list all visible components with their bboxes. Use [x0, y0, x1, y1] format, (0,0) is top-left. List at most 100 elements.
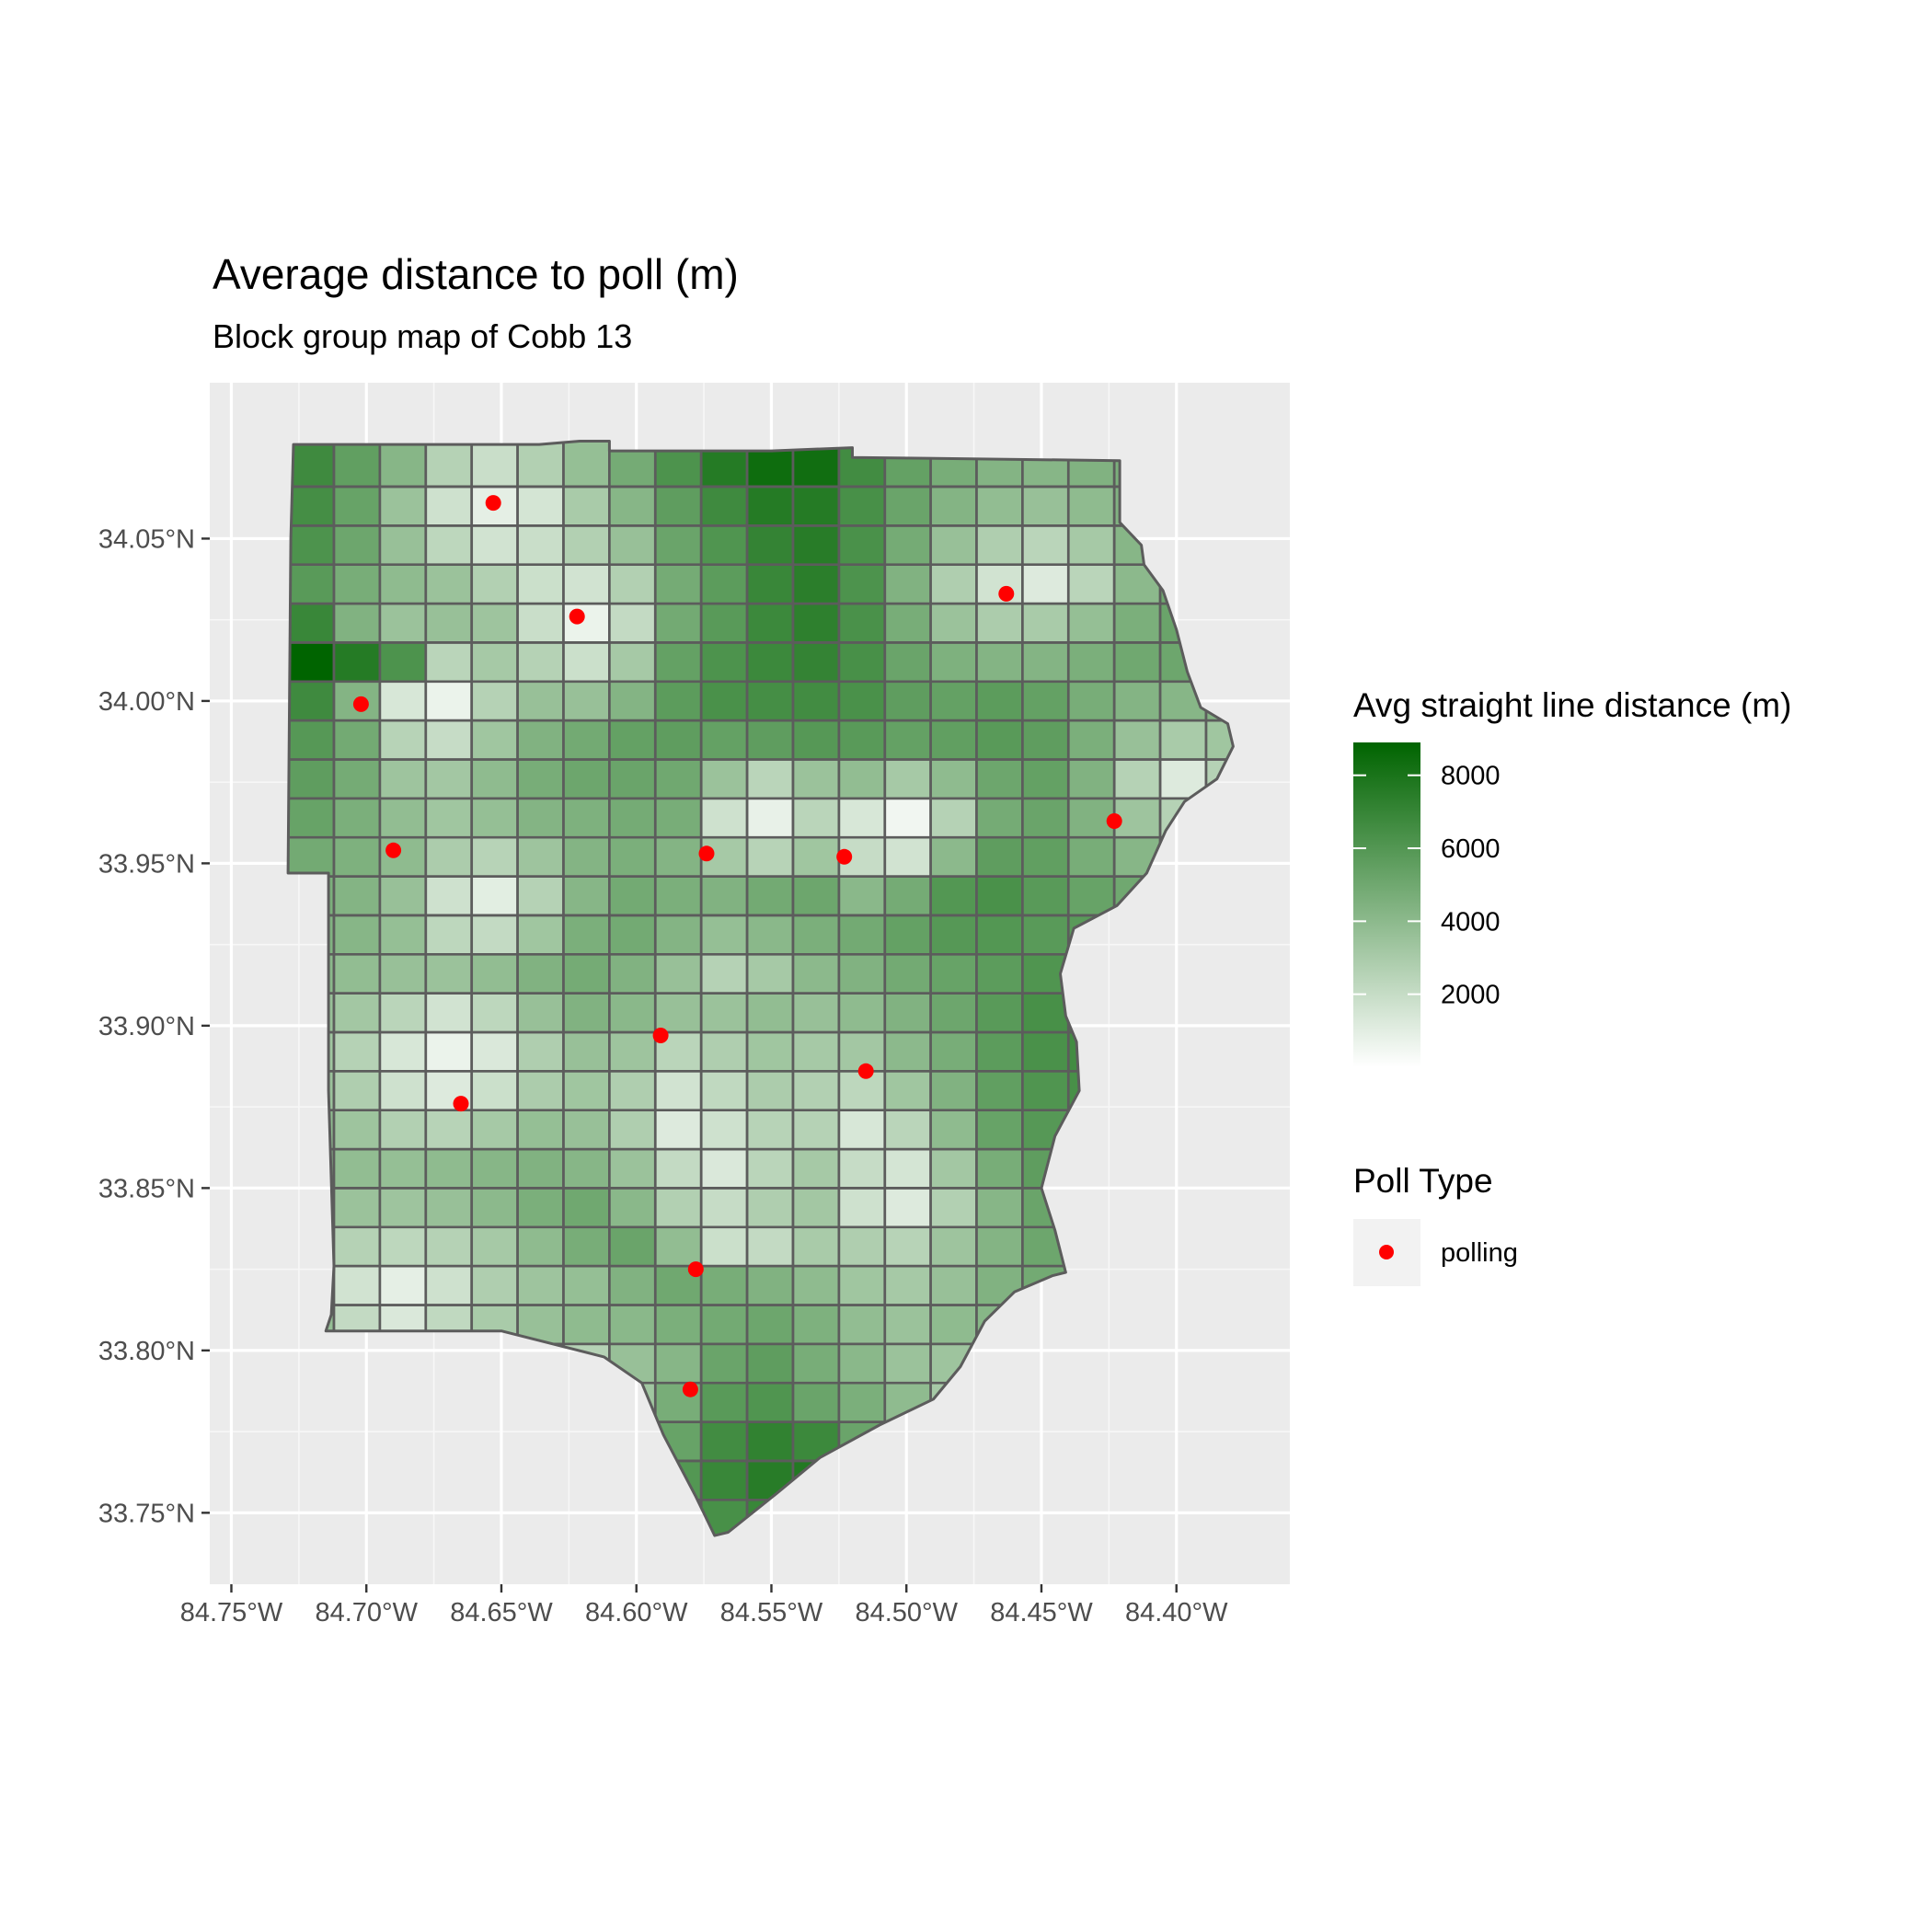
block-group-region: [426, 1266, 472, 1305]
block-group-region: [793, 1110, 839, 1149]
block-group-region: [885, 954, 931, 993]
block-group-region: [472, 799, 518, 837]
polling-place-point: [486, 495, 501, 511]
block-group-region: [839, 1266, 885, 1305]
block-group-region: [609, 877, 655, 915]
block-group-region: [288, 642, 334, 681]
x-tick-label: 84.50°W: [855, 1598, 958, 1627]
block-group-region: [380, 1149, 426, 1188]
block-group-region: [564, 1227, 610, 1266]
polling-place-point: [385, 843, 401, 858]
block-group-region: [334, 487, 380, 525]
block-group-region: [472, 759, 518, 798]
block-group-region: [380, 487, 426, 525]
block-group-region: [609, 1188, 655, 1226]
block-group-region: [380, 915, 426, 954]
block-group-region: [701, 1227, 747, 1266]
block-group-region: [564, 487, 610, 525]
block-group-region: [564, 954, 610, 993]
block-group-region: [701, 759, 747, 798]
block-group-region: [885, 1110, 931, 1149]
block-group-region: [931, 1227, 977, 1266]
block-group-region: [747, 682, 793, 720]
block-group-region: [564, 837, 610, 876]
polling-place-point: [1107, 813, 1122, 829]
block-group-region: [518, 759, 564, 798]
block-group-region: [885, 682, 931, 720]
block-group-region: [518, 604, 564, 642]
block-group-region: [564, 799, 610, 837]
block-group-region: [380, 837, 426, 876]
block-group-region: [701, 1344, 747, 1383]
block-group-region: [701, 994, 747, 1032]
block-group-region: [747, 1032, 793, 1071]
block-group-region: [380, 1110, 426, 1149]
block-group-region: [1022, 837, 1068, 876]
block-group-region: [380, 759, 426, 798]
polling-place-point: [454, 1096, 469, 1111]
block-group-region: [1022, 642, 1068, 681]
block-group-region: [885, 837, 931, 876]
block-group-region: [839, 799, 885, 837]
block-group-region: [747, 487, 793, 525]
block-group-region: [426, 799, 472, 837]
block-group-region: [472, 1032, 518, 1071]
block-group-region: [931, 1071, 977, 1110]
block-group-region: [288, 837, 334, 876]
block-group-region: [564, 525, 610, 564]
block-group-region: [793, 994, 839, 1032]
block-group-region: [977, 759, 1023, 798]
y-tick-label: 33.90°N: [98, 1012, 195, 1041]
block-group-region: [655, 915, 701, 954]
x-tick-label: 84.60°W: [585, 1598, 688, 1627]
block-group-region: [977, 877, 1023, 915]
block-group-region: [518, 682, 564, 720]
block-group-region: [472, 1149, 518, 1188]
block-group-region: [609, 487, 655, 525]
block-group-region: [977, 487, 1023, 525]
block-group-region: [288, 799, 334, 837]
block-group-region: [564, 915, 610, 954]
block-group-region: [931, 1188, 977, 1226]
block-group-region: [1114, 604, 1160, 642]
block-group-region: [839, 604, 885, 642]
block-group-region: [334, 994, 380, 1032]
block-group-region: [472, 642, 518, 681]
block-group-region: [518, 720, 564, 759]
point-legend-swatch: [1379, 1245, 1394, 1259]
block-group-region: [1022, 799, 1068, 837]
block-group-region: [426, 1227, 472, 1266]
block-group-region: [931, 682, 977, 720]
y-tick-label: 34.05°N: [98, 524, 195, 554]
block-group-region: [1068, 682, 1114, 720]
block-group-region: [334, 1071, 380, 1110]
block-group-region: [1114, 759, 1160, 798]
block-group-region: [426, 642, 472, 681]
block-group-region: [334, 1227, 380, 1266]
block-group-region: [1022, 525, 1068, 564]
block-group-region: [655, 799, 701, 837]
block-group-region: [426, 954, 472, 993]
block-group-region: [380, 1266, 426, 1305]
block-group-region: [701, 1383, 747, 1421]
block-group-region: [1022, 565, 1068, 604]
block-group-region: [518, 994, 564, 1032]
block-group-region: [380, 682, 426, 720]
block-group-region: [518, 1110, 564, 1149]
block-group-region: [426, 604, 472, 642]
block-group-region: [1068, 525, 1114, 564]
block-group-region: [472, 1071, 518, 1110]
block-group-region: [472, 915, 518, 954]
chart-subtitle: Block group map of Cobb 13: [213, 317, 632, 355]
polling-place-point: [699, 845, 715, 861]
block-group-region: [380, 994, 426, 1032]
block-group-region: [334, 604, 380, 642]
block-group-region: [839, 682, 885, 720]
block-group-region: [793, 1383, 839, 1421]
block-group-region: [1022, 487, 1068, 525]
block-group-region: [885, 994, 931, 1032]
block-group-region: [885, 565, 931, 604]
block-group-region: [288, 604, 334, 642]
y-tick-label: 34.00°N: [98, 687, 195, 717]
fill-legend-title: Avg straight line distance (m): [1353, 686, 1791, 724]
